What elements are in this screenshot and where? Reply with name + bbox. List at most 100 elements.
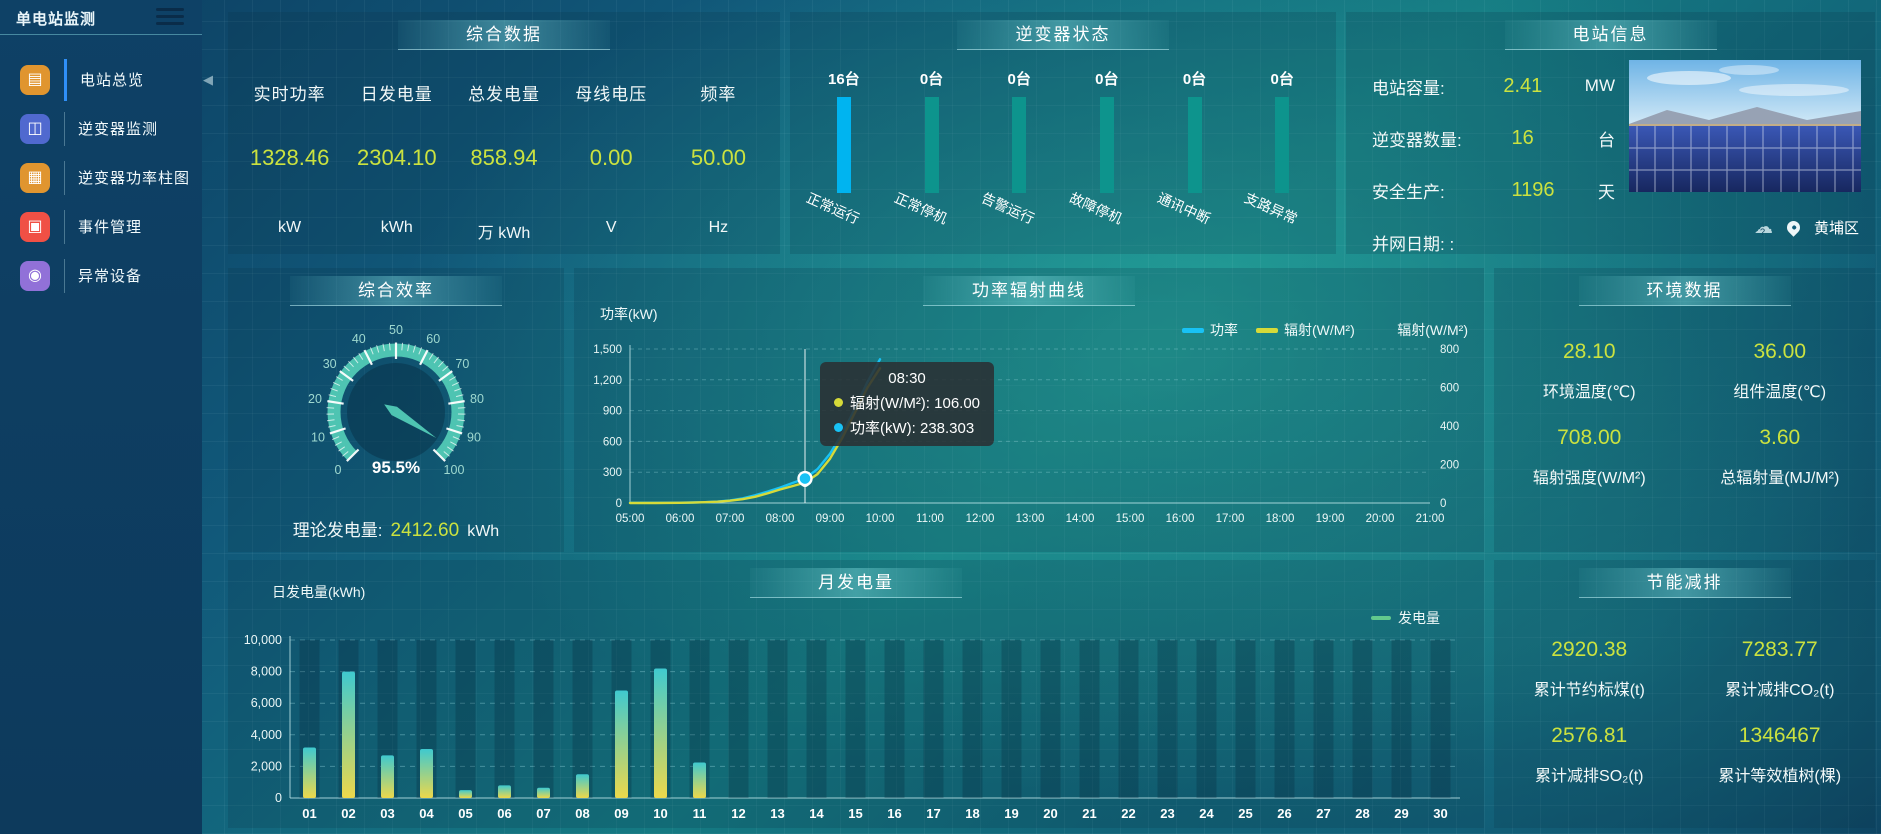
status-count: 0台 [1182, 71, 1207, 88]
stat-label: 总发电量 [468, 85, 540, 104]
svg-text:10: 10 [311, 430, 325, 444]
svg-text:100: 100 [444, 463, 465, 477]
svg-text:0: 0 [616, 498, 622, 510]
svg-text:19:00: 19:00 [1316, 513, 1345, 525]
saving-co2: 7283.77 累计减排CO₂(t) [1685, 638, 1876, 724]
sidebar-item-station-overview[interactable]: ▤ 电站总览 [0, 55, 202, 104]
svg-text:13:00: 13:00 [1016, 513, 1045, 525]
stat-value: 0.00 [589, 145, 633, 170]
chart-legend: 功率 辐射(W/M²) [1182, 320, 1355, 340]
sidebar-item-label: 电站总览 [80, 72, 145, 89]
legend-power[interactable]: 功率 [1182, 320, 1238, 340]
saving-value: 1346467 [1738, 724, 1821, 747]
event-icon: ▣ [20, 211, 50, 242]
sidebar-item-inverter-power-bars[interactable]: ▦ 逆变器功率柱图 [0, 153, 202, 202]
saving-label: 累计减排CO₂(t) [1725, 682, 1835, 699]
svg-text:08:00: 08:00 [766, 513, 795, 525]
info-unit: 台 [1598, 130, 1615, 150]
svg-text:21: 21 [1082, 806, 1096, 821]
left-axis-label: 功率(kW) [600, 306, 658, 322]
stat-bus-voltage: 母线电压 0.00 V [558, 56, 665, 248]
panel-title: 逆变器状态 [957, 20, 1169, 50]
status-label: 故障停机 [1066, 189, 1125, 227]
weather-icon[interactable]: ☁? [1754, 218, 1773, 237]
station-info-rows: 电站容量: 2.41 MW 逆变器数量: 16 台 安全生产: 1196 天 并… [1372, 60, 1615, 268]
env-label: 总辐射量(MJ/M²) [1720, 470, 1840, 487]
svg-text:02: 02 [341, 806, 355, 821]
location-pin-icon [1784, 218, 1803, 237]
svg-text:30: 30 [323, 357, 337, 371]
menu-toggle-icon[interactable] [156, 8, 184, 27]
bar-legend[interactable]: 发电量 [1371, 608, 1440, 628]
tooltip-time: 08:30 [888, 370, 926, 387]
sidebar-item-abnormal-devices[interactable]: ◉ 异常设备 [0, 251, 202, 300]
svg-text:8,000: 8,000 [251, 665, 282, 679]
info-label: 安全生产: [1372, 182, 1445, 202]
info-label: 电站容量: [1372, 78, 1445, 98]
info-label: 并网日期: : [1372, 234, 1455, 254]
status-comm-interrupted: 0台 通讯中断 [1151, 56, 1239, 250]
bar-chart-icon: ▦ [20, 162, 50, 193]
svg-text:600: 600 [1440, 383, 1459, 395]
stat-total-energy: 总发电量 858.94 万 kWh [450, 56, 557, 248]
svg-text:15: 15 [848, 806, 862, 821]
svg-text:16:00: 16:00 [1166, 513, 1195, 525]
energy-swatch-icon [1371, 616, 1391, 620]
divider [64, 209, 65, 244]
power-radiation-chart[interactable]: 0 300 600 900 1,200 1,500 0 200 400 600 800 05:00 06… [574, 338, 1484, 538]
panel-inverter-status: 逆变器状态 16台 正常运行 0台 正常停机 0台 告警运行 0台 故障停机 [790, 12, 1336, 254]
power-dot-icon [834, 423, 843, 432]
status-bar [1099, 97, 1114, 193]
svg-text:40: 40 [352, 332, 366, 346]
env-value: 3.60 [1759, 426, 1801, 449]
stat-value: 2304.10 [357, 145, 437, 170]
legend-label: 发电量 [1398, 610, 1440, 626]
svg-text:80: 80 [470, 392, 484, 406]
status-label: 正常运行 [803, 189, 862, 227]
tooltip-power-row: 功率(kW): 238.303 [834, 417, 980, 438]
saving-label: 累计节约标煤(t) [1533, 682, 1645, 699]
svg-text:300: 300 [603, 467, 622, 479]
sidebar: 单电站监测 ▤ 电站总览 ◫ 逆变器监测 ▦ 逆变器功率柱图 ▣ 事 [0, 0, 202, 834]
panel-summary-data: 综合数据 实时功率 1328.46 kW 日发电量 2304.10 kWh 总发… [228, 12, 780, 254]
svg-text:05:00: 05:00 [616, 513, 645, 525]
svg-text:25: 25 [1238, 806, 1252, 821]
stat-unit: Hz [708, 219, 729, 236]
panel-title: 环境数据 [1578, 276, 1791, 306]
env-radiation-intensity: 708.00 辐射强度(W/M²) [1494, 426, 1685, 512]
sidebar-item-event-management[interactable]: ▣ 事件管理 [0, 202, 202, 251]
status-count: 0台 [1095, 71, 1119, 88]
tooltip-text: 功率(kW): 238.303 [850, 420, 975, 437]
legend-radiation[interactable]: 辐射(W/M²) [1256, 320, 1355, 340]
status-label: 支路异常 [1242, 189, 1300, 227]
svg-text:11:00: 11:00 [916, 513, 944, 525]
env-label: 组件温度(℃) [1733, 384, 1827, 401]
svg-text:18: 18 [965, 806, 979, 821]
svg-text:09:00: 09:00 [816, 513, 845, 525]
chart-tooltip: 08:30 辐射(W/M²): 106.00 功率(kW): 238.303 [820, 362, 995, 446]
sidebar-header: 单电站监测 [0, 0, 202, 35]
sidebar-item-inverter-monitor[interactable]: ◫ 逆变器监测 [0, 104, 202, 153]
svg-text:20: 20 [308, 392, 322, 406]
saving-label: 累计等效植树(棵) [1718, 768, 1842, 785]
svg-text:08: 08 [575, 806, 589, 821]
monitor-icon: ◫ [20, 113, 50, 144]
sidebar-nav: ▤ 电站总览 ◫ 逆变器监测 ▦ 逆变器功率柱图 ▣ 事件管理 ◉ [0, 55, 202, 300]
panel-monthly-energy: 月发电量 日发电量(kWh) 发电量 0 2,000 4,000 6,000 8,000… [228, 560, 1484, 828]
svg-text:22: 22 [1121, 806, 1135, 821]
saving-value: 7283.77 [1741, 638, 1818, 661]
svg-text:60: 60 [426, 332, 440, 346]
status-count: 0台 [919, 71, 944, 88]
station-photo [1629, 60, 1861, 192]
svg-text:10:00: 10:00 [866, 513, 895, 525]
stat-label: 母线电压 [575, 85, 648, 104]
panel-station-info: 电站信息 电站容量: 2.41 MW 逆变器数量: 16 台 安全生产: 119… [1346, 12, 1875, 254]
svg-text:05: 05 [458, 806, 472, 821]
saving-so2: 2576.81 累计减排SO₂(t) [1494, 724, 1685, 810]
svg-text:20:00: 20:00 [1366, 513, 1395, 525]
svg-text:16: 16 [887, 806, 901, 821]
monthly-energy-chart[interactable]: 0 2,000 4,000 6,000 8,000 10,000 01 02 03 04 05 06 0… [228, 624, 1484, 828]
env-ambient-temp: 28.10 环境温度(℃) [1494, 340, 1685, 426]
sidebar-collapse-arrow[interactable]: ◀ [203, 72, 213, 87]
